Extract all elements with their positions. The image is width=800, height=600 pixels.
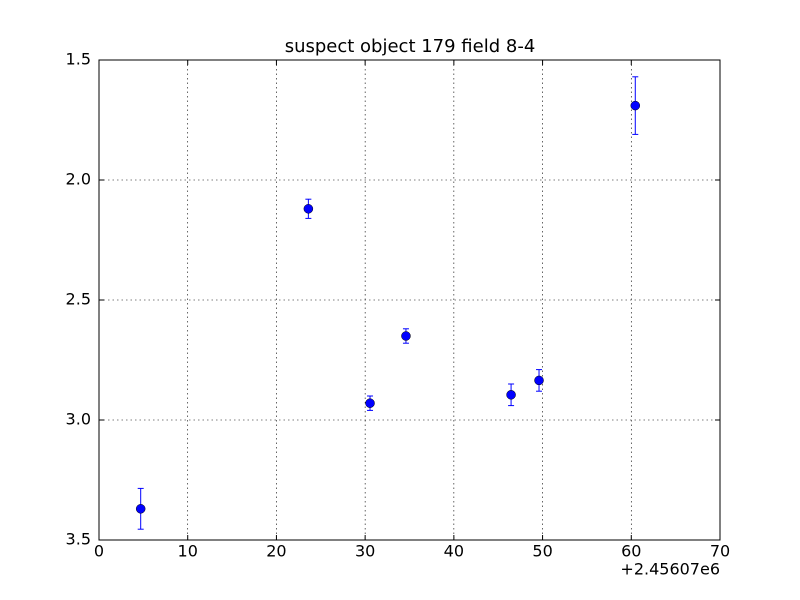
x-tick-label: 0 [94, 542, 104, 561]
data-point [303, 204, 314, 214]
y-tick-label: 2.0 [66, 170, 91, 189]
y-tick-label: 1.5 [66, 50, 91, 69]
plot-frame [98, 59, 721, 541]
x-offset-label: +2.45607e6 [620, 560, 720, 579]
data-point [135, 504, 146, 514]
x-tick-label: 20 [266, 542, 286, 561]
data-point [401, 331, 411, 341]
x-tick-label: 30 [355, 542, 375, 561]
x-tick-label: 70 [710, 542, 730, 561]
x-tick-label: 50 [532, 542, 552, 561]
y-tick-label: 2.5 [66, 290, 91, 309]
chart-title: suspect object 179 field 8-4 [285, 36, 536, 57]
y-tick-label: 3.5 [66, 530, 91, 549]
data-point [534, 375, 544, 386]
data-point [630, 100, 641, 111]
y-tick-label: 3.0 [66, 410, 91, 429]
data-point [365, 398, 375, 408]
x-tick-label: 40 [444, 542, 464, 561]
data-point [506, 390, 516, 400]
x-tick-label: 60 [621, 542, 641, 561]
x-tick-label: 10 [178, 542, 198, 561]
